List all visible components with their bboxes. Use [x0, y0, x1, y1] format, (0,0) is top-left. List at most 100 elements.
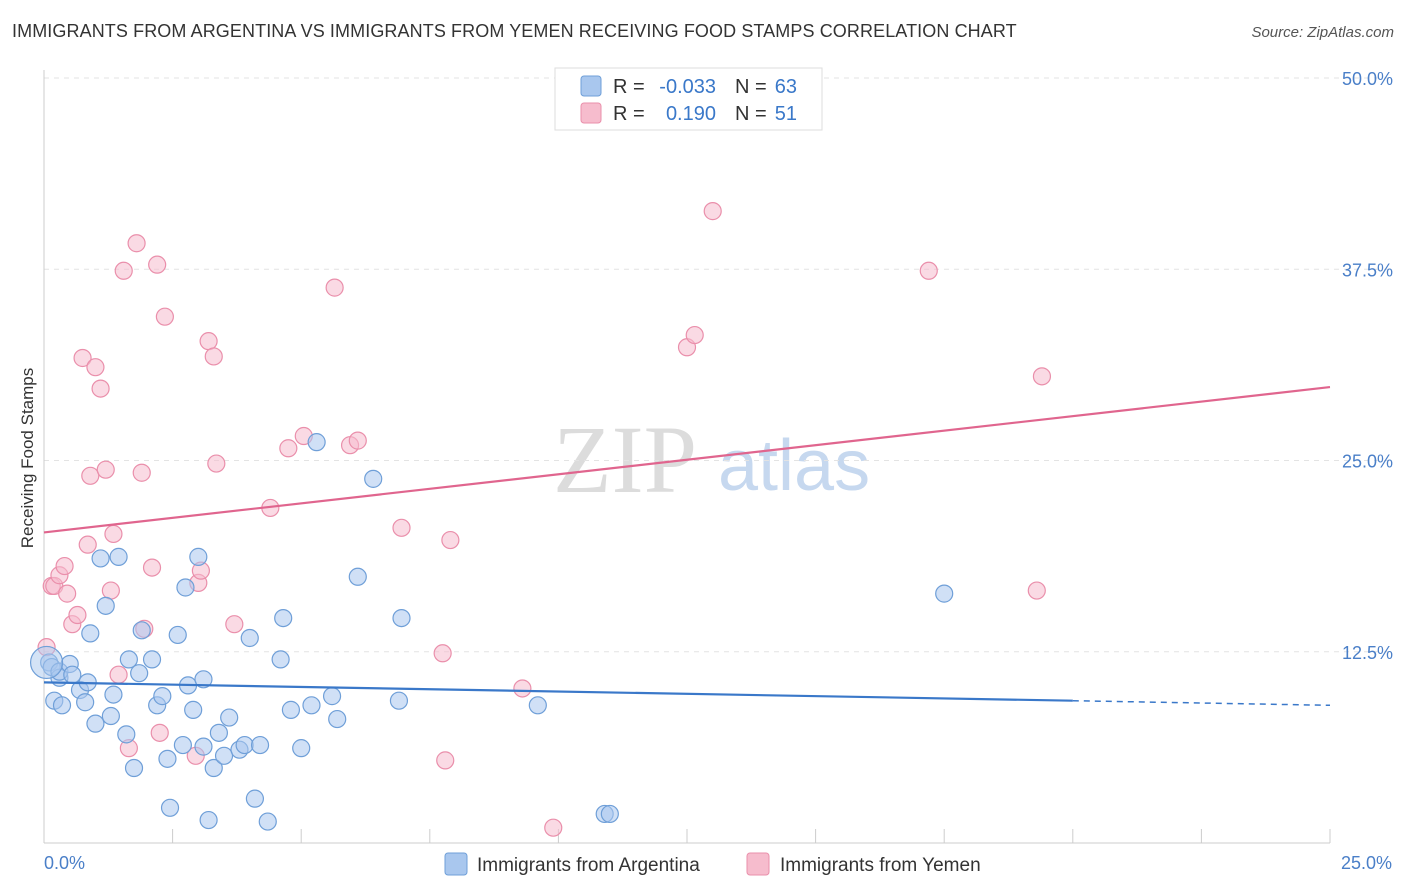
watermark-atlas: atlas: [718, 426, 870, 506]
legend-n-value-argentina: 63: [775, 76, 797, 98]
argentina-point: [307, 433, 326, 452]
argentina-point: [209, 723, 228, 742]
legend-r-label-yemen: R =: [613, 103, 645, 125]
argentina-point: [153, 687, 172, 706]
argentina-point: [364, 469, 383, 488]
argentina-point: [600, 804, 619, 824]
yemen-point: [436, 751, 455, 770]
yemen-point: [86, 358, 105, 377]
argentina-point: [392, 608, 411, 628]
x-tick-label-max: 25.0%: [1341, 853, 1392, 873]
argentina-point: [322, 687, 342, 706]
argentina-point: [328, 709, 347, 729]
argentina-trendline: [43, 681, 1073, 702]
argentina-point: [76, 693, 95, 712]
yemen-point: [109, 665, 128, 684]
y-tick-label: 37.5%: [1342, 260, 1393, 280]
argentina-point: [204, 758, 223, 778]
yemen-point: [58, 584, 77, 603]
yemen-point: [325, 278, 344, 297]
y-tick-label: 12.5%: [1342, 643, 1393, 663]
yemen-point: [142, 558, 162, 577]
argentina-point: [101, 706, 120, 726]
bottom-legend-swatch-argentina: [444, 852, 468, 876]
bottom-legend-label-yemen: Immigrants from Yemen: [780, 855, 981, 876]
argentina-point: [258, 812, 277, 831]
legend-n-value-yemen: 51: [775, 103, 797, 125]
y-tick-label: 50.0%: [1342, 69, 1393, 89]
legend-n-label-yemen: N =: [735, 103, 767, 125]
argentina-cluster-point: [29, 645, 64, 680]
argentina-point: [158, 749, 177, 768]
argentina-point: [245, 789, 265, 808]
yemen-point: [1032, 367, 1052, 386]
argentina-point: [189, 547, 208, 566]
argentina-point: [173, 735, 192, 755]
argentina-point: [292, 739, 311, 758]
yemen-point: [132, 463, 151, 482]
yemen-point: [225, 615, 244, 634]
watermark-zip: ZIP: [553, 406, 697, 513]
argentina-point: [130, 664, 149, 683]
bottom-legend-swatch-yemen: [746, 852, 770, 876]
argentina-point: [274, 608, 293, 628]
x-tick-label-min: 0.0%: [44, 853, 85, 873]
argentina-point: [194, 737, 213, 756]
watermark: ZIP atlas: [553, 406, 870, 513]
argentina-point: [935, 584, 954, 603]
argentina-point: [168, 625, 187, 645]
argentina-point: [104, 685, 123, 704]
yemen-point: [348, 431, 367, 450]
argentina-point: [220, 708, 239, 727]
yemen-point: [55, 556, 74, 576]
yemen-point: [96, 460, 115, 479]
argentina-point: [271, 650, 290, 669]
argentina-point: [250, 735, 270, 755]
argentina-point: [235, 735, 254, 755]
argentina-point: [348, 567, 367, 586]
legend-swatch-argentina: [580, 75, 602, 97]
source-label: Source: ZipAtlas.com: [1251, 24, 1394, 41]
argentina-point: [160, 798, 180, 817]
argentina-point: [132, 621, 151, 640]
argentina-point: [184, 700, 203, 719]
yemen-point: [1027, 581, 1046, 600]
argentina-point: [91, 549, 110, 568]
yemen-point: [91, 379, 110, 398]
yemen-point: [703, 202, 722, 221]
yemen-trendline: [43, 385, 1331, 534]
argentina-point: [81, 624, 100, 643]
argentina-point: [281, 700, 301, 719]
x-ticks: [43, 829, 1331, 843]
legend: R = -0.033 N = 63 R = 0.190 N = 51: [554, 67, 823, 131]
yemen-point: [204, 347, 223, 366]
yemen-point: [544, 818, 563, 837]
argentina-trendline-extension: [1072, 699, 1331, 707]
argentina-point: [52, 696, 72, 715]
argentina-point: [194, 670, 213, 689]
yemen-point: [150, 723, 169, 742]
yemen-point: [199, 332, 218, 351]
yemen-point: [101, 581, 120, 600]
argentina-point: [124, 758, 144, 778]
argentina-point: [240, 628, 259, 648]
chart-title: IMMIGRANTS FROM ARGENTINA VS IMMIGRANTS …: [12, 21, 1017, 41]
argentina-point: [117, 725, 136, 744]
yemen-point: [78, 535, 97, 554]
yemen-point: [279, 439, 298, 458]
grid: [44, 77, 1394, 653]
yemen-point: [104, 524, 123, 544]
y-tick-labels: 12.5% 25.0% 37.5% 50.0%: [1342, 69, 1393, 663]
yemen-point: [73, 348, 92, 368]
yemen-point: [81, 466, 100, 485]
argentina-point: [119, 650, 138, 669]
yemen-point: [155, 307, 174, 326]
yemen-point: [441, 530, 460, 550]
y-axis-title: Receiving Food Stamps: [18, 368, 37, 548]
yemen-point: [685, 325, 704, 345]
bottom-legend-label-argentina: Immigrants from Argentina: [477, 855, 700, 876]
argentina-point: [109, 547, 128, 566]
argentina-point: [528, 696, 547, 715]
legend-n-label-argentina: N =: [735, 76, 767, 98]
